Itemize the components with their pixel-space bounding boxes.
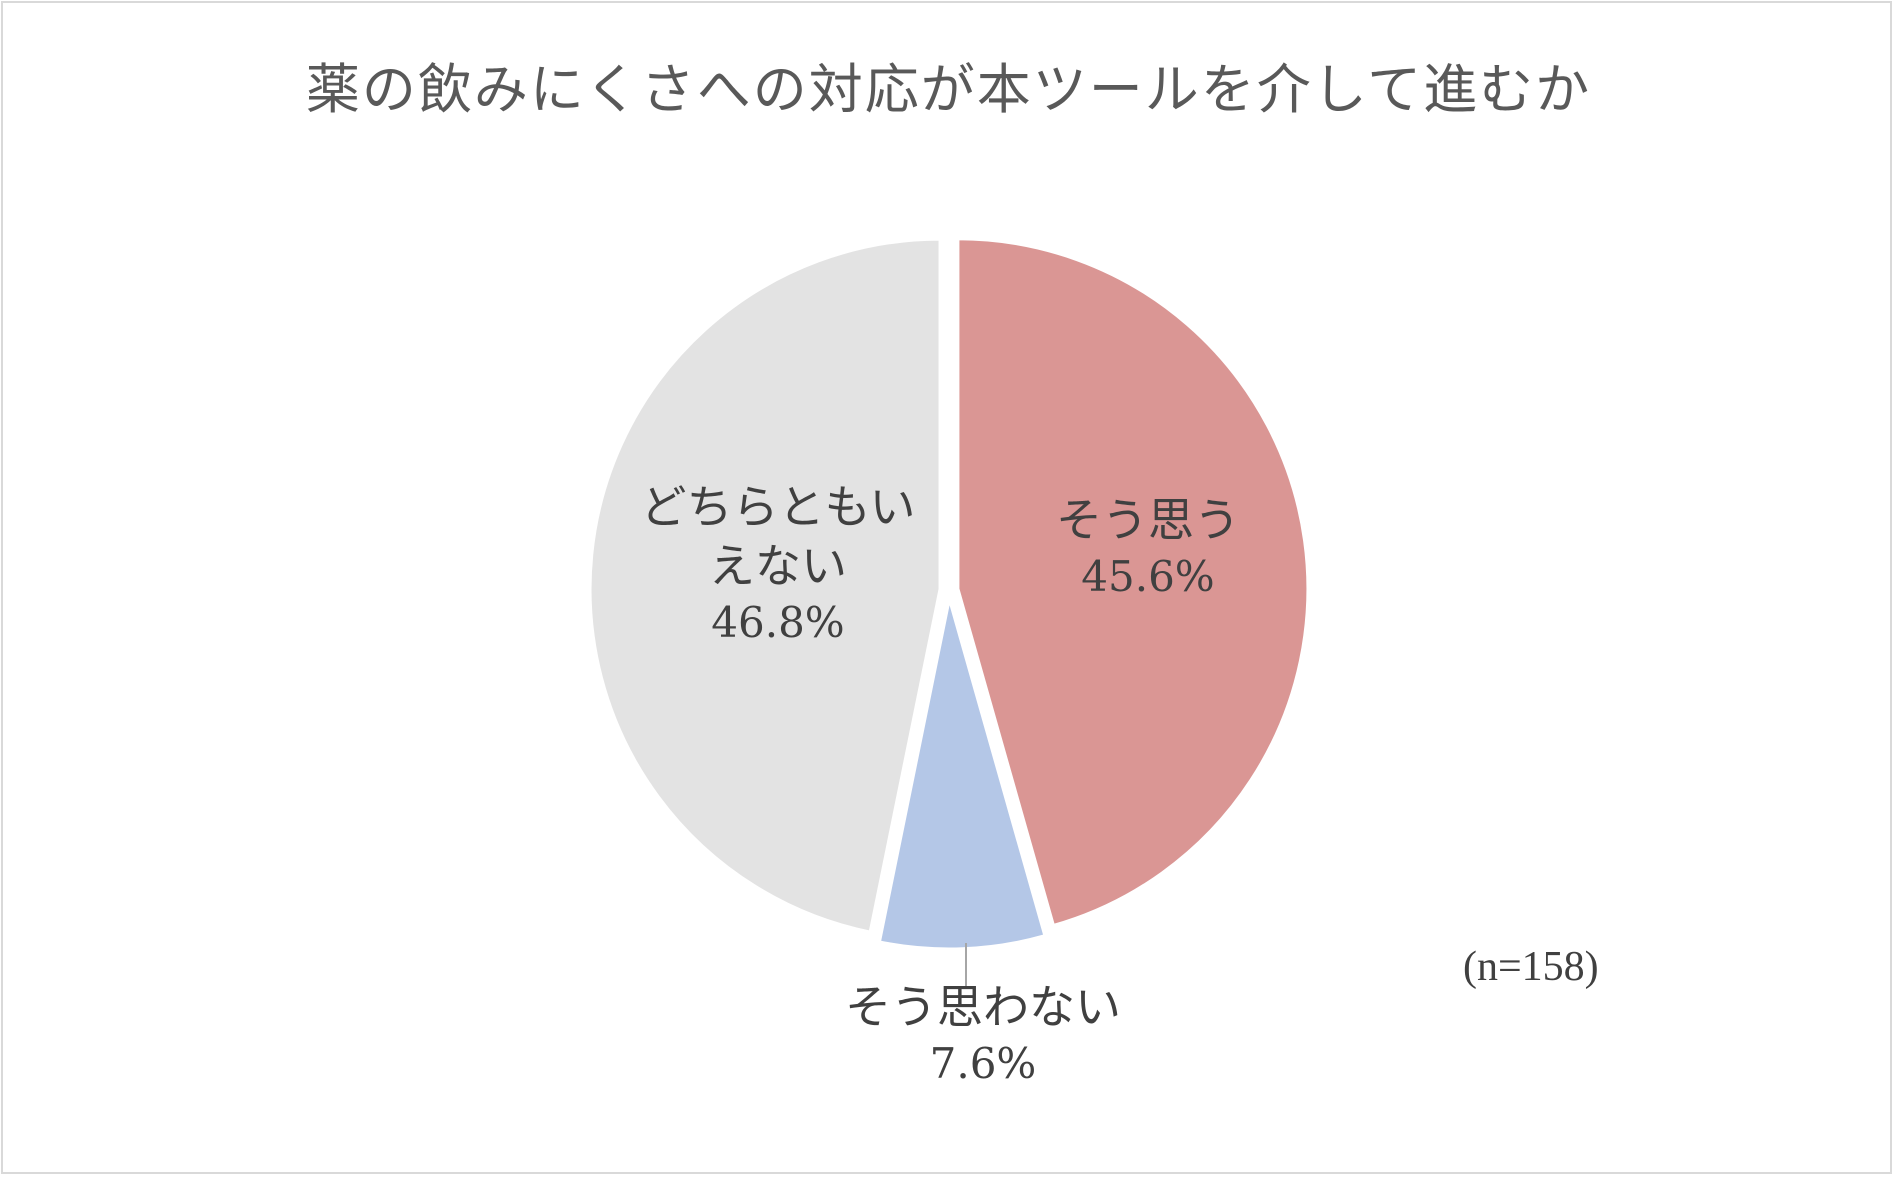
- slice-value-label: 45.6%: [1081, 551, 1215, 601]
- slice-value-label: 46.8%: [711, 597, 845, 647]
- slice-label-そう思わない: そう思わない 7.6%: [783, 978, 1183, 1091]
- pie-slice-どちらともいえない: [588, 237, 942, 934]
- slice-category-label: そう思う: [1056, 493, 1240, 547]
- pie-slice-そう思う: [956, 237, 1310, 928]
- chart-title: 薬の飲みにくさへの対応が本ツールを介して進むか: [305, 58, 1592, 121]
- pie-slice-そう思わない: [877, 598, 1047, 951]
- pie-chart: [588, 237, 1310, 988]
- slice-label-そう思う: そう思う 45.6%: [1013, 491, 1283, 604]
- slice-category-label: どちらともいえない: [640, 480, 916, 593]
- slice-value-label: 7.6%: [929, 1038, 1037, 1088]
- slice-category-label: そう思わない: [845, 980, 1121, 1034]
- sample-size-note: (n=158): [1463, 944, 1599, 990]
- slice-label-どちらともいえない: どちらともいえない 46.8%: [623, 478, 933, 650]
